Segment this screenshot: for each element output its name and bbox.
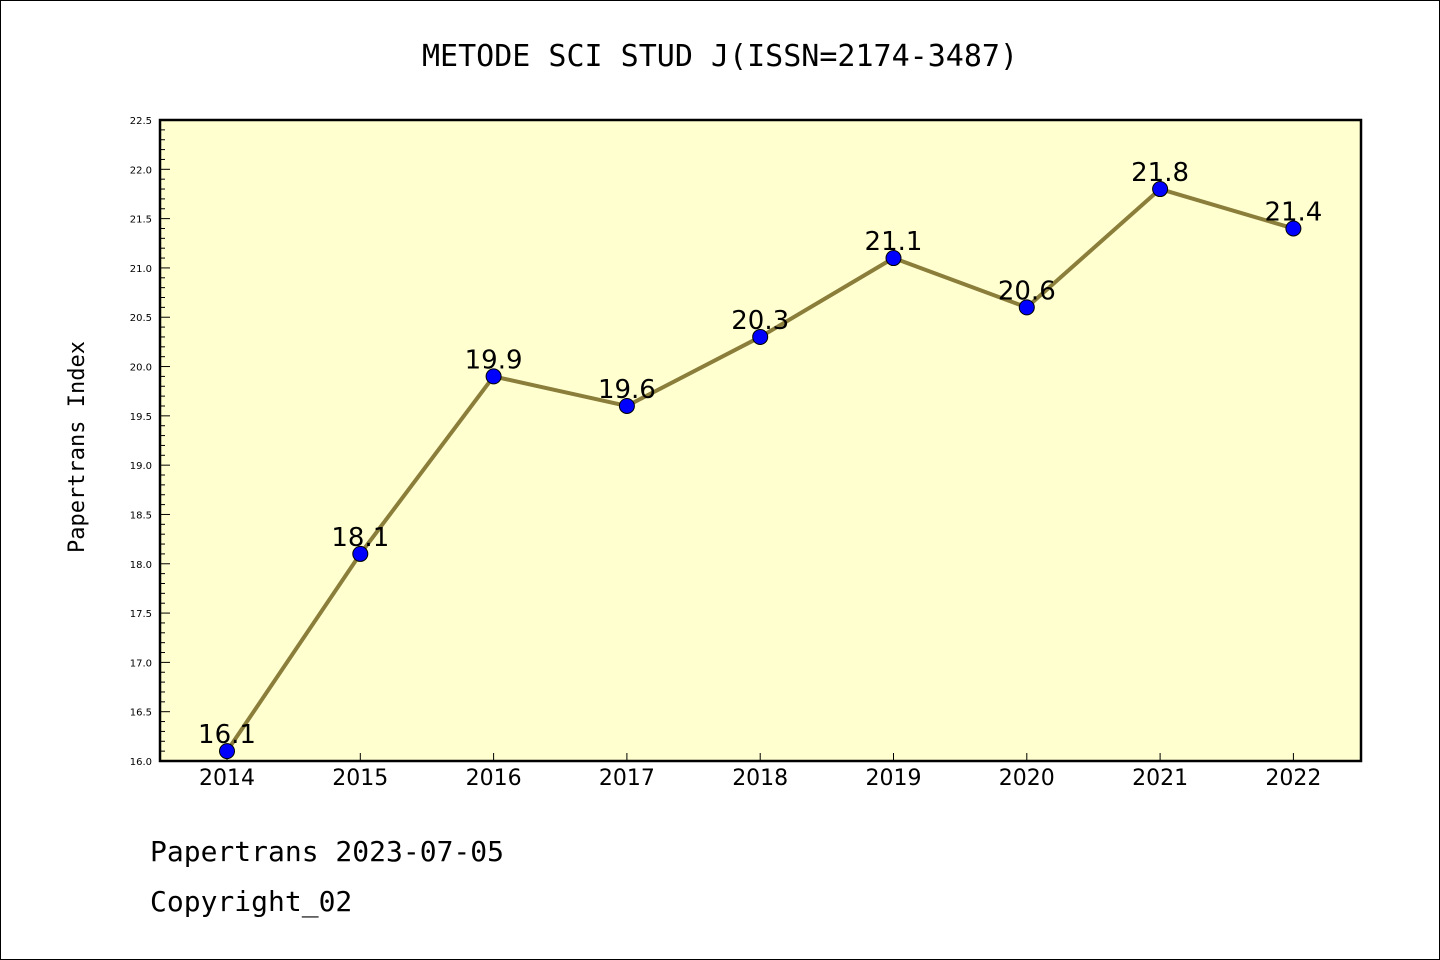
data-label-group: 16.1 18.1 19.9 19.6 20.3 21.1 20.6 21.8 21.4 xyxy=(198,158,1322,750)
x-tick-label: 2022 xyxy=(1265,766,1321,791)
y-tick-label: 18.5 xyxy=(130,510,152,521)
data-point xyxy=(219,743,235,760)
data-label: 18.1 xyxy=(331,523,389,553)
data-label: 16.1 xyxy=(198,720,256,750)
data-label: 21.4 xyxy=(1264,197,1322,227)
y-axis-label: Papertrans Index xyxy=(65,341,90,553)
data-label: 20.6 xyxy=(998,276,1056,306)
y-tick-label: 17.0 xyxy=(130,658,152,669)
x-tick-label: 2021 xyxy=(1132,766,1188,791)
data-label: 19.6 xyxy=(598,375,656,405)
y-tick-label: 22.0 xyxy=(130,165,152,176)
y-tick-label: 18.0 xyxy=(130,560,152,571)
x-tick-label: 2019 xyxy=(866,766,922,791)
y-tick-label: 16.5 xyxy=(130,708,152,719)
footer-date: Papertrans 2023-07-05 xyxy=(150,835,505,868)
data-point xyxy=(352,545,369,562)
y-tick-label: 19.5 xyxy=(130,412,152,423)
y-tick-label: 20.5 xyxy=(130,313,152,324)
data-point xyxy=(1018,299,1035,316)
y-tick-label: 22.5 xyxy=(130,116,152,127)
y-tick-label: 17.5 xyxy=(130,609,152,620)
y-tick-label: 21.5 xyxy=(130,215,152,226)
data-point xyxy=(1285,220,1302,237)
y-tick-label: 19.0 xyxy=(130,461,152,472)
data-label: 20.3 xyxy=(731,306,789,336)
chart-title: METODE SCI STUD J(ISSN=2174-3487) xyxy=(422,39,1018,74)
data-point xyxy=(618,397,635,414)
x-tick-label: 2015 xyxy=(332,766,388,791)
x-tick-label: 2014 xyxy=(199,766,255,791)
plot-border xyxy=(158,118,1363,763)
footer-copyright: Copyright_02 xyxy=(150,885,353,918)
x-tick-label: 2018 xyxy=(732,766,788,791)
marker-group xyxy=(219,181,1302,760)
data-point xyxy=(485,368,502,385)
data-label: 21.1 xyxy=(865,227,923,257)
axes: 16.0 16.5 17.0 17.5 18.0 18.5 19.0 19.5 20.0 20.5… xyxy=(130,116,1322,791)
data-point xyxy=(752,328,769,345)
y-tick-label: 20.0 xyxy=(130,363,152,374)
data-point xyxy=(885,250,902,267)
y-tick-label: 16.0 xyxy=(130,757,152,768)
data-point xyxy=(1152,181,1169,198)
x-tick-label: 2016 xyxy=(466,766,522,791)
y-tick-label: 21.0 xyxy=(130,264,152,275)
data-label: 19.9 xyxy=(465,345,523,375)
x-tick-label: 2017 xyxy=(599,766,655,791)
plot-area xyxy=(160,120,1361,761)
data-label: 21.8 xyxy=(1131,158,1189,188)
x-tick-label: 2020 xyxy=(999,766,1055,791)
